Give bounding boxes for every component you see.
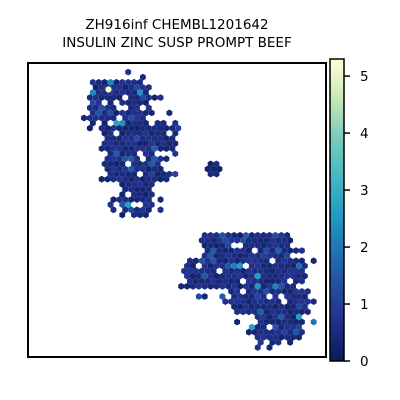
hexbin-cell (158, 94, 164, 101)
hexbin-cell (311, 257, 317, 264)
hexbin-cell (311, 298, 317, 305)
colorbar-tick-label: 1 (360, 297, 369, 313)
hexbin-cell (196, 293, 202, 300)
hexbin-cell (311, 319, 317, 326)
hexbin-cell (99, 176, 105, 183)
hexbin-cell (234, 319, 240, 326)
hexbin-cell (172, 171, 178, 178)
hexbin-cell (202, 293, 208, 300)
colorbar-ticks: 0 1 2 3 4 5 (344, 69, 369, 370)
colorbar-tick-label: 3 (360, 183, 369, 199)
colorbar (330, 59, 344, 361)
hexbin-cell (158, 206, 164, 213)
colorbar-tick-label: 5 (360, 69, 369, 85)
colorbar-tick-label: 2 (360, 240, 369, 256)
hexbin-layer (81, 69, 317, 351)
hexbin-cell (158, 196, 164, 203)
hexbin-cell (164, 155, 170, 162)
chart-title-line1: ZH916inf CHEMBL1201642 (85, 17, 268, 33)
chart-title-line2: INSULIN ZINC SUSP PROMPT BEEF (62, 35, 291, 51)
hexbin-cell (178, 283, 184, 290)
hexbin-cell (166, 110, 172, 117)
hexbin-cell (293, 247, 299, 254)
colorbar-tick-label: 4 (360, 126, 369, 142)
hexbin-cell (81, 115, 87, 122)
hexbin-cell (152, 94, 158, 101)
colorbar-tick-label: 0 (360, 354, 369, 370)
hexbin-cell (125, 69, 131, 76)
hexbin-cell (299, 247, 305, 254)
